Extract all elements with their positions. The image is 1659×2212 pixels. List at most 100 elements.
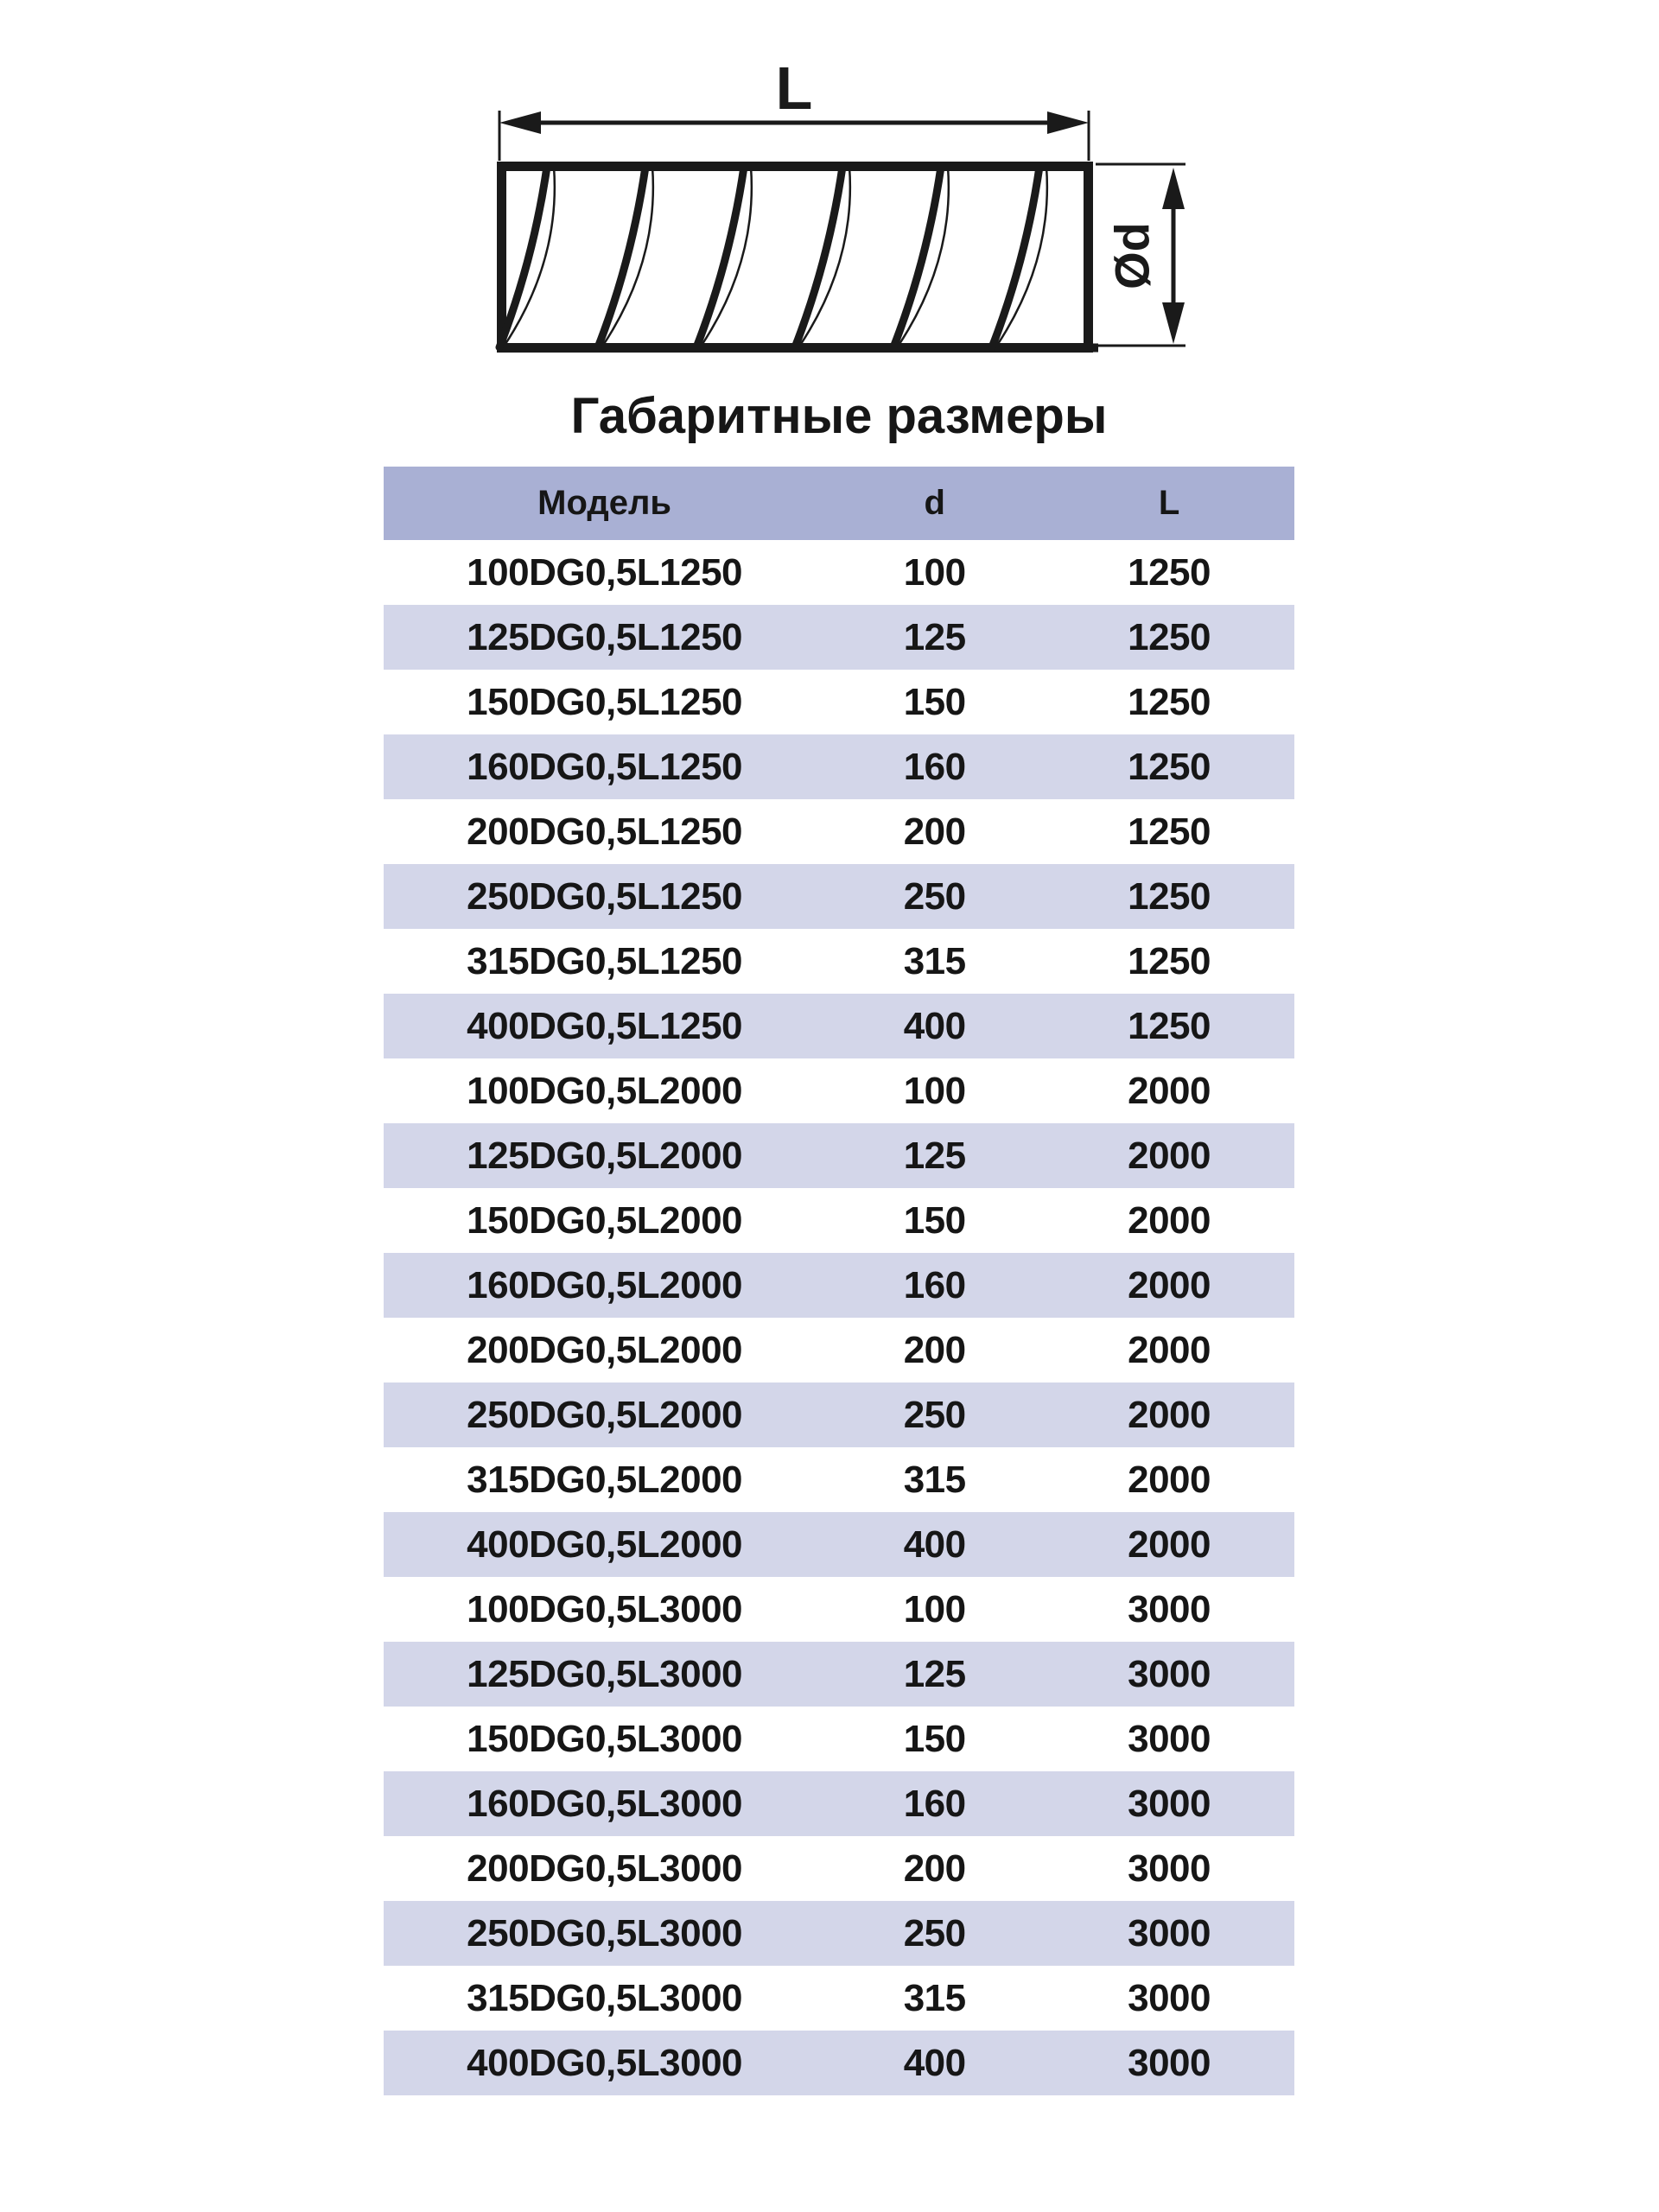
model-cell: 315DG0,5L1250 <box>467 939 743 982</box>
l-cell: 2000 <box>1128 1263 1211 1306</box>
l-cell: 1250 <box>1128 939 1211 982</box>
column-header-d: d <box>924 484 945 522</box>
table-row: 200DG0,5L3000 200 3000 <box>384 1836 1294 1901</box>
l-cell: 3000 <box>1128 2041 1211 2084</box>
arrowhead-left <box>499 111 541 134</box>
l-cell: 3000 <box>1128 1717 1211 1760</box>
table-row: 100DG0,5L3000 100 3000 <box>384 1577 1294 1642</box>
l-cell: 3000 <box>1128 1587 1211 1630</box>
d-cell: 250 <box>903 1393 966 1436</box>
model-cell: 125DG0,5L2000 <box>467 1134 743 1177</box>
d-cell: 315 <box>903 939 966 982</box>
table-row: 250DG0,5L3000 250 3000 <box>384 1901 1294 1966</box>
d-cell: 100 <box>903 1587 966 1630</box>
l-cell: 2000 <box>1128 1069 1211 1112</box>
duct-dimension-diagram: L Ød <box>495 54 1185 353</box>
table-row: 160DG0,5L2000 160 2000 <box>384 1253 1294 1318</box>
column-header-model: Модель <box>537 484 672 522</box>
model-cell: 250DG0,5L1250 <box>467 874 743 918</box>
l-cell: 3000 <box>1128 1782 1211 1825</box>
model-cell: 100DG0,5L2000 <box>467 1069 743 1112</box>
d-cell: 125 <box>903 1134 966 1177</box>
table-row: 250DG0,5L2000 250 2000 <box>384 1382 1294 1447</box>
table-row: 125DG0,5L3000 125 3000 <box>384 1642 1294 1707</box>
l-cell: 2000 <box>1128 1328 1211 1371</box>
l-cell: 2000 <box>1128 1458 1211 1501</box>
l-cell: 3000 <box>1128 1652 1211 1695</box>
l-cell: 1250 <box>1128 1004 1211 1047</box>
table-row: 125DG0,5L1250 125 1250 <box>384 605 1294 670</box>
model-cell: 250DG0,5L2000 <box>467 1393 743 1436</box>
table-row: 315DG0,5L2000 315 2000 <box>384 1447 1294 1512</box>
page-title: Габаритные размеры <box>570 388 1108 444</box>
dimensions-table: Модель d L 100DG0,5L1250 100 1250 125DG0… <box>384 467 1294 2095</box>
spiral-seams <box>495 162 1049 352</box>
model-cell: 400DG0,5L1250 <box>467 1004 743 1047</box>
l-cell: 1250 <box>1128 680 1211 723</box>
d-cell: 400 <box>903 1522 966 1566</box>
d-cell: 200 <box>903 1328 966 1371</box>
d-cell: 250 <box>903 874 966 918</box>
table-row: 400DG0,5L1250 400 1250 <box>384 994 1294 1058</box>
length-dimension <box>498 111 1090 161</box>
model-cell: 400DG0,5L3000 <box>467 2041 743 2084</box>
model-cell: 125DG0,5L3000 <box>467 1652 743 1695</box>
d-cell: 400 <box>903 2041 966 2084</box>
table-row: 160DG0,5L1250 160 1250 <box>384 734 1294 799</box>
l-cell: 3000 <box>1128 1911 1211 1955</box>
d-cell: 160 <box>903 1782 966 1825</box>
model-cell: 200DG0,5L3000 <box>467 1847 743 1890</box>
duct-body-drawing <box>495 162 1098 353</box>
table-row: 160DG0,5L3000 160 3000 <box>384 1771 1294 1836</box>
table-row: 250DG0,5L1250 250 1250 <box>384 864 1294 929</box>
l-cell: 2000 <box>1128 1522 1211 1566</box>
diameter-dimension <box>1096 162 1185 347</box>
model-cell: 100DG0,5L1250 <box>467 550 743 594</box>
table-row: 125DG0,5L2000 125 2000 <box>384 1123 1294 1188</box>
arrowhead-up <box>1162 168 1185 209</box>
length-dimension-label: L <box>776 54 813 122</box>
d-cell: 150 <box>903 680 966 723</box>
model-cell: 200DG0,5L2000 <box>467 1328 743 1371</box>
model-cell: 100DG0,5L3000 <box>467 1587 743 1630</box>
model-cell: 150DG0,5L1250 <box>467 680 743 723</box>
l-cell: 2000 <box>1128 1198 1211 1242</box>
l-cell: 2000 <box>1128 1393 1211 1436</box>
d-cell: 100 <box>903 1069 966 1112</box>
model-cell: 315DG0,5L2000 <box>467 1458 743 1501</box>
d-cell: 160 <box>903 1263 966 1306</box>
table-row: 315DG0,5L1250 315 1250 <box>384 929 1294 994</box>
table-row: 315DG0,5L3000 315 3000 <box>384 1966 1294 2031</box>
d-cell: 200 <box>903 1847 966 1890</box>
d-cell: 125 <box>903 1652 966 1695</box>
d-cell: 100 <box>903 550 966 594</box>
l-cell: 1250 <box>1128 615 1211 658</box>
table-row: 100DG0,5L2000 100 2000 <box>384 1058 1294 1123</box>
table-row: 150DG0,5L3000 150 3000 <box>384 1707 1294 1771</box>
table-header-row: Модель d L <box>384 467 1294 540</box>
model-cell: 160DG0,5L1250 <box>467 745 743 788</box>
diameter-dimension-label: Ød <box>1105 222 1160 289</box>
l-cell: 2000 <box>1128 1134 1211 1177</box>
l-cell: 3000 <box>1128 1847 1211 1890</box>
arrowhead-down <box>1162 302 1185 344</box>
table-body: 100DG0,5L1250 100 1250 125DG0,5L1250 125… <box>384 540 1294 2095</box>
table-row: 100DG0,5L1250 100 1250 <box>384 540 1294 605</box>
l-cell: 1250 <box>1128 550 1211 594</box>
table-row: 200DG0,5L2000 200 2000 <box>384 1318 1294 1382</box>
model-cell: 315DG0,5L3000 <box>467 1976 743 2019</box>
d-cell: 160 <box>903 745 966 788</box>
model-cell: 160DG0,5L2000 <box>467 1263 743 1306</box>
table-row: 400DG0,5L2000 400 2000 <box>384 1512 1294 1577</box>
l-cell: 1250 <box>1128 745 1211 788</box>
d-cell: 125 <box>903 615 966 658</box>
d-cell: 150 <box>903 1717 966 1760</box>
table-row: 200DG0,5L1250 200 1250 <box>384 799 1294 864</box>
model-cell: 125DG0,5L1250 <box>467 615 743 658</box>
model-cell: 250DG0,5L3000 <box>467 1911 743 1955</box>
model-cell: 150DG0,5L2000 <box>467 1198 743 1242</box>
d-cell: 315 <box>903 1976 966 2019</box>
l-cell: 1250 <box>1128 874 1211 918</box>
d-cell: 315 <box>903 1458 966 1501</box>
